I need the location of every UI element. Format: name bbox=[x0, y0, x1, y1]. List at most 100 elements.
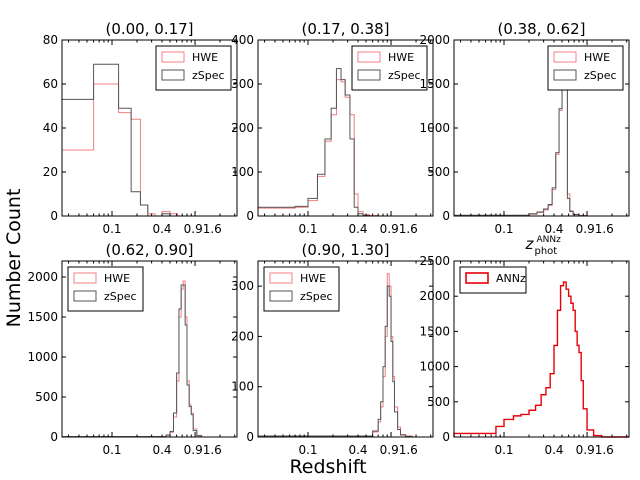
panel-3: 0 500 1000 1500 2000 0.1 0.4 0.91.6 (0.38, 0.62]… bbox=[419, 20, 630, 236]
series-hwe-1 bbox=[61, 83, 237, 217]
x-tick-label: 0.91.6 bbox=[184, 222, 222, 236]
x-tick-label: 0.91.6 bbox=[184, 443, 222, 457]
y-tick-label: 200 bbox=[231, 329, 254, 343]
y-tick-label: 80 bbox=[43, 33, 58, 47]
y-tick-label: 40 bbox=[43, 121, 58, 135]
x-tick-label: 0.1 bbox=[494, 443, 513, 457]
x-tick-label: 0.1 bbox=[494, 222, 513, 236]
axes-frame bbox=[61, 260, 238, 438]
legend-label-hwe: HWE bbox=[300, 272, 326, 285]
panels: 0 20 40 60 80 0.1 0.4 0.91.6 (0.00, 0.17] HWE zSpe… bbox=[27, 20, 630, 457]
y-tick-label: 400 bbox=[231, 33, 254, 47]
y-tick-label: 1500 bbox=[419, 324, 450, 338]
y-tick-label: 0 bbox=[50, 209, 58, 223]
y-tick-label: 0 bbox=[50, 430, 58, 444]
x-tick-label: 0.1 bbox=[298, 222, 317, 236]
y-tick-label: 300 bbox=[231, 77, 254, 91]
y-tick-label: 2000 bbox=[419, 33, 450, 47]
legend-swatch-annz bbox=[465, 272, 489, 284]
series-zspec-5 bbox=[257, 285, 433, 438]
legend-swatch-hwe bbox=[553, 51, 577, 63]
y-tick-label: 500 bbox=[427, 165, 450, 179]
y-tick-label: 0 bbox=[246, 209, 254, 223]
series-zspec-3 bbox=[453, 64, 629, 217]
y-tick-label: 100 bbox=[231, 165, 254, 179]
x-tick-label: 0.91.6 bbox=[380, 222, 418, 236]
panel-5: 0 100 200 300 0.1 0.4 0.91.6 (0.90, 1.30] HWE zSp… bbox=[231, 241, 434, 457]
legend bbox=[155, 45, 232, 91]
y-tick-label: 2500 bbox=[419, 254, 450, 268]
x-tick-label: 0.4 bbox=[348, 222, 367, 236]
series-zspec-2 bbox=[257, 68, 433, 217]
x-tick-label: 0.91.6 bbox=[576, 443, 614, 457]
panel-title: (0.90, 1.30] bbox=[301, 241, 389, 259]
legend-label-hwe: HWE bbox=[388, 51, 414, 64]
y-tick-label: 2000 bbox=[27, 270, 58, 284]
series-zspec-4 bbox=[61, 284, 237, 438]
legend-swatch-zspec bbox=[73, 290, 97, 302]
panel-title: z bbox=[525, 235, 535, 253]
legend-swatch-hwe bbox=[73, 272, 97, 284]
y-tick-label: 0 bbox=[442, 430, 450, 444]
panel-title: (0.38, 0.62] bbox=[497, 20, 585, 38]
y-tick-label: 200 bbox=[231, 121, 254, 135]
legend-swatch-hwe bbox=[357, 51, 381, 63]
legend-label-zspec: zSpec bbox=[104, 290, 137, 303]
y-tick-label: 60 bbox=[43, 77, 58, 91]
panel-title: (0.17, 0.38] bbox=[301, 20, 389, 38]
legend bbox=[263, 266, 340, 312]
y-tick-label: 500 bbox=[427, 395, 450, 409]
series-hwe-2 bbox=[257, 79, 433, 217]
y-tick-label: 1500 bbox=[27, 310, 58, 324]
legend-label-zspec: zSpec bbox=[192, 69, 225, 82]
y-tick-label: 2000 bbox=[419, 289, 450, 303]
panel-1: 0 20 40 60 80 0.1 0.4 0.91.6 (0.00, 0.17] HWE zSpe… bbox=[43, 20, 238, 236]
legend-label-hwe: HWE bbox=[584, 51, 610, 64]
x-tick-label: 0.1 bbox=[102, 222, 121, 236]
x-tick-label: 0.4 bbox=[544, 443, 563, 457]
series-annz-6 bbox=[453, 281, 629, 438]
y-tick-label: 100 bbox=[231, 380, 254, 394]
legend-label-annz: ANNz bbox=[496, 272, 526, 285]
legend-swatch-zspec bbox=[269, 290, 293, 302]
legend bbox=[459, 266, 527, 294]
x-tick-label: 0.1 bbox=[102, 443, 121, 457]
x-tick-label: 0.4 bbox=[152, 222, 171, 236]
y-tick-label: 1000 bbox=[419, 121, 450, 135]
x-axis-label: Redshift bbox=[289, 456, 366, 478]
panel-title: (0.62, 0.90] bbox=[105, 241, 193, 259]
legend-swatch-hwe bbox=[161, 51, 185, 63]
panel-title-sup: ANNz bbox=[537, 235, 562, 245]
axes-frame bbox=[257, 260, 434, 438]
panel-2: 0 100 200 300 400 0.1 0.4 0.91.6 (0.17, 0.38] HWE… bbox=[231, 20, 434, 236]
y-tick-label: 0 bbox=[442, 209, 450, 223]
x-tick-label: 0.4 bbox=[348, 443, 367, 457]
y-tick-label: 1000 bbox=[419, 360, 450, 374]
x-tick-label: 0.4 bbox=[152, 443, 171, 457]
y-axis-label: Number Count bbox=[3, 189, 25, 328]
legend-label-zspec: zSpec bbox=[388, 69, 421, 82]
x-tick-label: 0.4 bbox=[544, 222, 563, 236]
legend bbox=[547, 45, 624, 91]
legend-label-zspec: zSpec bbox=[584, 69, 617, 82]
legend bbox=[351, 45, 428, 91]
x-tick-label: 0.91.6 bbox=[576, 222, 614, 236]
legend-swatch-zspec bbox=[553, 69, 577, 81]
x-tick-label: 0.1 bbox=[298, 443, 317, 457]
legend-label-zspec: zSpec bbox=[300, 290, 333, 303]
y-tick-label: 300 bbox=[231, 279, 254, 293]
legend-swatch-zspec bbox=[357, 69, 381, 81]
legend-label-hwe: HWE bbox=[104, 272, 130, 285]
y-tick-label: 1000 bbox=[27, 350, 58, 364]
y-tick-label: 0 bbox=[246, 430, 254, 444]
axes-frame bbox=[453, 260, 630, 438]
legend-swatch-zspec bbox=[161, 69, 185, 81]
legend-swatch-hwe bbox=[269, 272, 293, 284]
panel-4: 0 500 1000 1500 2000 0.1 0.4 0.91.6 (0.62, 0.90]… bbox=[27, 241, 238, 457]
panel-title: (0.00, 0.17] bbox=[105, 20, 193, 38]
x-tick-label: 0.91.6 bbox=[380, 443, 418, 457]
y-tick-label: 500 bbox=[35, 390, 58, 404]
legend bbox=[67, 266, 144, 312]
